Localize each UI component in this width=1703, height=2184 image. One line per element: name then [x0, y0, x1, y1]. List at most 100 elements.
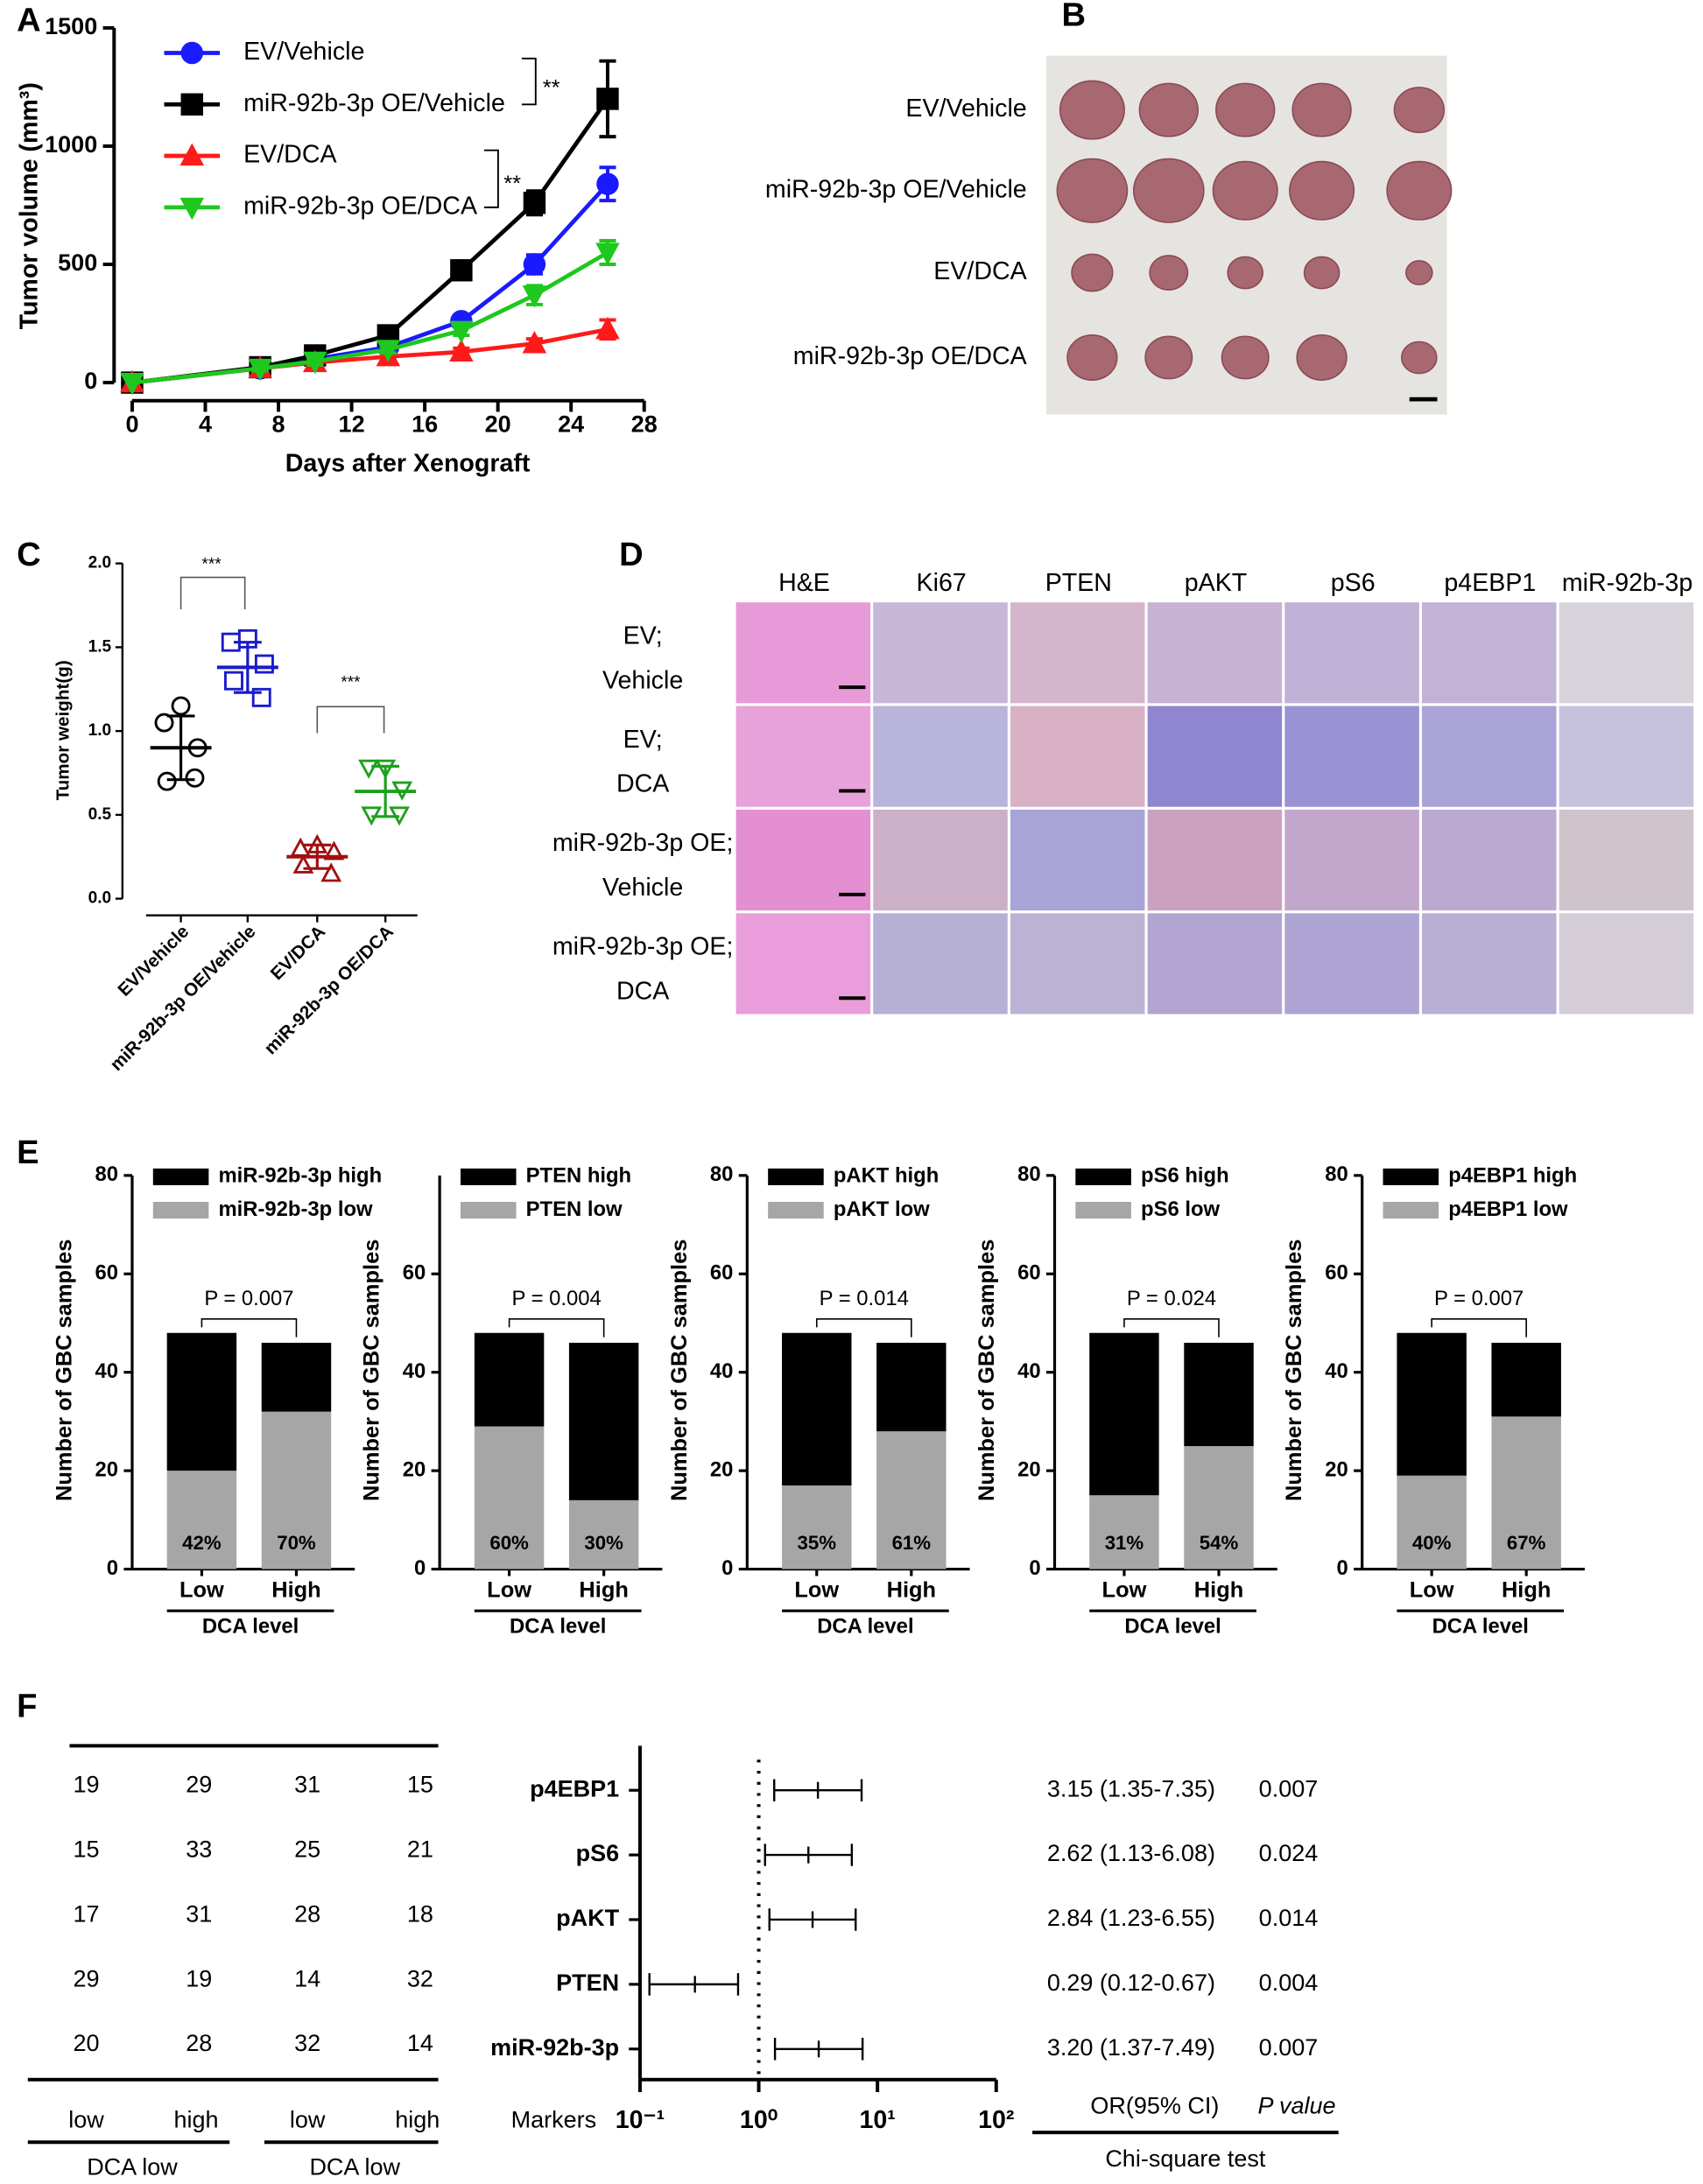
data-point [523, 192, 546, 214]
percent-label: 70% [584, 1359, 623, 1380]
y-tick-label: 40 [403, 1359, 426, 1383]
data-point [185, 768, 205, 788]
y-tick-label: 0.0 [88, 889, 111, 908]
tumor [1071, 253, 1114, 292]
x-tick-label: 10¹ [859, 2106, 895, 2134]
annotation: *** [201, 555, 222, 573]
x-tick-label: Low [487, 1578, 531, 1603]
tumor [1059, 80, 1125, 140]
y-tick-label: 20 [1325, 1457, 1348, 1481]
legend-label: PTEN low [526, 1197, 623, 1221]
or-label: 2.62 (1.13-6.08) [1047, 1840, 1215, 1866]
y-tick-label: 60 [403, 1261, 426, 1285]
p-value: 0.004 [1259, 1970, 1319, 1996]
y-tick-label: 40 [95, 1359, 119, 1383]
legend-label: pS6 low [1141, 1197, 1220, 1221]
percent-label: 30% [584, 1532, 623, 1554]
panel-letter: F [17, 1688, 37, 1725]
bar-segment [568, 1499, 639, 1570]
row-label: miR-92b-3p OE; [552, 829, 734, 857]
row-label: miR-92b-3p OE/Vehicle [765, 175, 1027, 203]
y-axis-label: Number of GBC samples [1282, 1239, 1306, 1501]
column-label: H&E [778, 569, 830, 597]
table-cell: 33 [186, 1836, 212, 1862]
bar-segment [876, 1342, 947, 1432]
legend-label: EV/Vehicle [243, 38, 364, 66]
annotation: P = 0.014 [820, 1287, 909, 1310]
y-tick-label: 60 [1325, 1261, 1348, 1285]
column-label: high [174, 2107, 219, 2133]
or-label: 3.15 (1.35-7.35) [1047, 1775, 1215, 1801]
legend-swatch [768, 1168, 824, 1185]
y-tick-label: 0.5 [88, 805, 112, 824]
table-cell: 14 [294, 1965, 320, 1991]
table-cell: 18 [407, 1900, 433, 1927]
bracket [1431, 1318, 1527, 1338]
category-label: pS6 [576, 1840, 620, 1866]
table-cell: 28 [294, 1900, 320, 1927]
ihc-image [1147, 913, 1283, 1015]
sd-bar [371, 764, 400, 818]
bar-segment [261, 1342, 332, 1412]
row-label: miR-92b-3p OE; [552, 933, 734, 961]
y-tick-label: 80 [710, 1162, 734, 1186]
ihc-image [1147, 602, 1283, 704]
table-cell: 31 [186, 1900, 212, 1927]
bar-segment [1089, 1332, 1159, 1496]
x-axis-label: DCA level [817, 1615, 913, 1639]
bar-segment [474, 1332, 545, 1427]
y-axis-label: Number of GBC samples [667, 1239, 692, 1501]
y-axis-label: Tumor volume (mm³) [16, 82, 44, 329]
bar-segment [1397, 1332, 1467, 1476]
y-tick-label: 0 [1029, 1556, 1040, 1580]
y-tick-label: 20 [710, 1457, 734, 1481]
table-cell: 28 [186, 2030, 212, 2056]
x-tick-label: High [579, 1578, 628, 1603]
p-header: P value [1257, 2093, 1335, 2119]
x-tick-label: High [271, 1578, 320, 1603]
x-tick-label: High [1502, 1578, 1551, 1603]
data-point [171, 696, 191, 716]
x-tick-label: 0 [125, 411, 138, 437]
legend-swatch [460, 1168, 517, 1185]
panel-letter: C [17, 536, 41, 573]
footer: Chi-square test [1105, 2145, 1266, 2172]
column-label: miR-92b-3p [1562, 569, 1692, 597]
x-axis-label: DCA level [510, 1615, 606, 1639]
column-label: low [68, 2107, 104, 2133]
x-tick-label: 4 [199, 411, 212, 437]
percent-label: 58% [182, 1348, 222, 1370]
or-label: 3.20 (1.37-7.49) [1047, 2034, 1215, 2061]
y-tick-label: 1.5 [88, 637, 112, 656]
ihc-image [1284, 602, 1419, 704]
x-tick-label: 16 [412, 411, 438, 437]
data-point [596, 88, 619, 110]
percent-label: 40% [1412, 1532, 1452, 1554]
tumor [1221, 335, 1270, 380]
bar-segment [166, 1471, 237, 1570]
legend-swatch [460, 1202, 517, 1219]
x-tick-label: EV/DCA [267, 922, 329, 984]
row-label: EV; [623, 621, 663, 650]
tumor [1056, 158, 1129, 223]
p-value: 0.014 [1259, 1905, 1319, 1931]
tumor [1386, 160, 1453, 221]
legend-label: p4EBP1 high [1448, 1164, 1577, 1188]
bar-segment [1089, 1495, 1159, 1570]
percent-label: 30% [277, 1359, 316, 1380]
column-label: p4EBP1 [1444, 569, 1536, 597]
legend-marker [180, 93, 204, 116]
y-axis-label: Number of GBC samples [975, 1239, 999, 1501]
p-value: 0.024 [1259, 1840, 1319, 1866]
bar-segment [261, 1411, 332, 1570]
legend-label: miR-92b-3p low [218, 1197, 373, 1221]
x-axis-label: DCA level [1432, 1615, 1529, 1639]
or-header: OR(95% CI) [1090, 2093, 1219, 2119]
panel-letter: A [17, 2, 41, 39]
data-point [358, 759, 380, 779]
percent-label: 35% [798, 1532, 837, 1554]
percent-label: 31% [1105, 1532, 1144, 1554]
bar-segment [474, 1426, 545, 1570]
percent-label: 33% [1507, 1359, 1546, 1380]
data-point [320, 862, 342, 882]
